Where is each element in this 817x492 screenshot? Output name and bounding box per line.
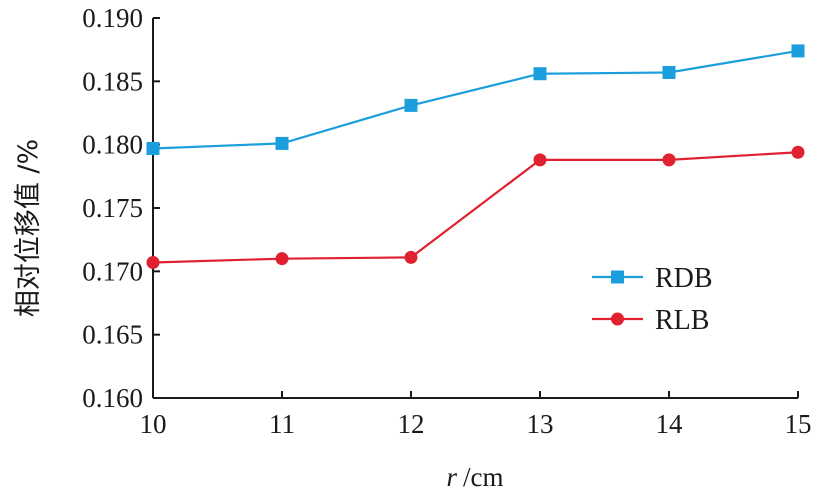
legend-label-rdb: RDB <box>655 263 713 294</box>
y-tick-label: 0.175 <box>82 193 143 223</box>
y-tick-label: 0.170 <box>82 256 143 286</box>
legend-item-rdb: RDB <box>592 263 713 294</box>
series-rlb-point <box>275 252 289 266</box>
series-rlb-point <box>404 250 418 264</box>
legend-swatch-marker <box>611 270 624 284</box>
x-axis-ticks: 10 11 12 13 14 15 <box>140 391 812 439</box>
x-tick-label: 15 <box>785 409 812 439</box>
legend-swatch-marker <box>611 312 624 326</box>
x-tick-label: 12 <box>398 409 425 439</box>
series-rlb-point <box>791 145 805 159</box>
series-rdb-point <box>404 98 418 112</box>
x-axis-label-variable: r <box>446 462 457 492</box>
x-axis-label-unit: /cm <box>463 462 504 492</box>
series-rlb-point <box>533 153 547 167</box>
y-axis-label: 相对位移值 /% <box>13 139 44 317</box>
series-rdb <box>146 44 805 155</box>
y-tick-label: 0.190 <box>82 3 143 33</box>
series-rdb-line <box>152 49 799 150</box>
series-rlb <box>146 145 805 269</box>
series-rdb-point <box>146 141 160 155</box>
x-tick-label: 13 <box>527 409 554 439</box>
series-rlb-point <box>662 153 676 167</box>
x-tick-label: 10 <box>140 409 167 439</box>
x-tick-label: 11 <box>269 409 295 439</box>
legend: RDB RLB <box>592 263 713 336</box>
series-rlb-point <box>146 255 160 269</box>
x-tick-label: 14 <box>656 409 684 439</box>
series-rdb-point <box>791 44 805 58</box>
series-rdb-point <box>275 136 289 150</box>
y-tick-label: 0.160 <box>82 383 143 413</box>
series-rdb-point <box>662 65 676 79</box>
series-layer <box>146 44 805 269</box>
y-tick-label: 0.185 <box>82 66 143 96</box>
legend-item-rlb: RLB <box>592 305 709 336</box>
series-rdb-point <box>533 67 547 81</box>
y-tick-label: 0.180 <box>82 130 143 160</box>
x-axis-label: r/cm <box>446 462 503 492</box>
y-axis-ticks: 0.160 0.165 0.170 0.175 0.180 0.185 0.190 <box>82 3 160 413</box>
y-tick-label: 0.165 <box>82 320 143 350</box>
legend-label-rlb: RLB <box>655 305 709 336</box>
series-rlb-line <box>152 151 799 264</box>
